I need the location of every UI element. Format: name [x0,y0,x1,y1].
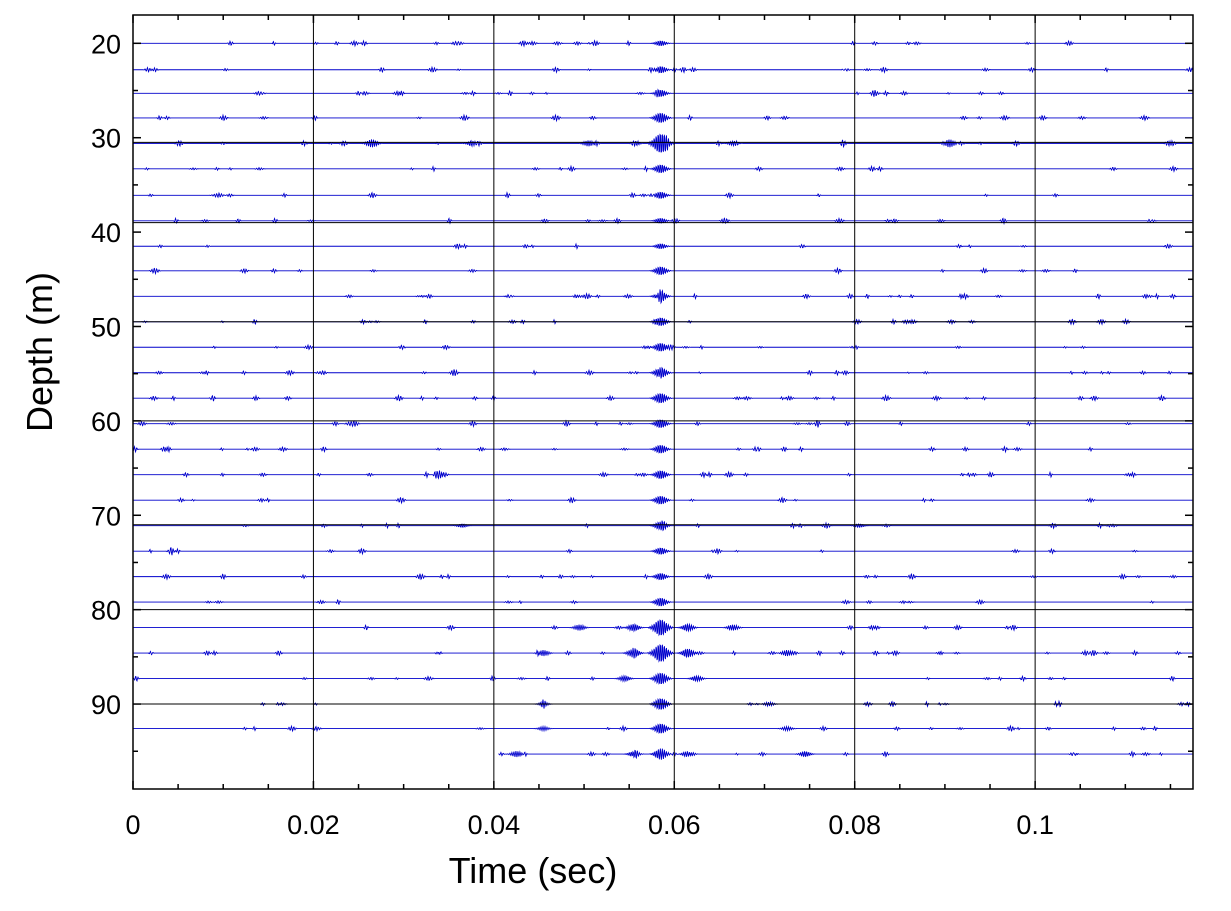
trace-line-depth-65.7 [133,470,1193,480]
trace-line-depth-20 [133,39,1193,48]
trace-line-depth-68.4 [133,495,1193,505]
y-tick-label: 70 [91,501,121,531]
trace-line-depth-92.6 [133,723,1193,734]
x-tick-labels: 0 0.02 0.04 0.06 0.08 0.1 [125,810,1053,840]
y-tick-label: 20 [91,29,121,59]
trace-line-depth-76.5 [133,572,1193,581]
trace-line-depth-44.1 [133,266,1193,276]
trace-line-depth-87.3 [132,672,1193,685]
trace-line-depth-27.9 [133,112,1193,124]
trace-line-depth-81.9 [133,619,1193,637]
y-tick-label: 80 [91,596,121,626]
y-tick-label: 60 [91,407,121,437]
trace-line-depth-63 [132,444,1193,454]
x-tick-label: 0.1 [1016,810,1054,840]
y-tick-label: 40 [91,218,121,248]
trace-line-depth-54.9 [133,366,1193,379]
trace-line-depth-46.8 [133,289,1193,305]
x-tick-label: 0.08 [828,810,881,840]
x-tick-label: 0.04 [468,810,521,840]
trace-line-depth-52.2 [133,342,1193,352]
trace-line-depth-57.6 [133,393,1193,404]
trace-line-depth-79.2 [133,597,1193,607]
y-tick-label: 30 [91,124,121,154]
ticks-layer [132,15,1193,789]
trace-line-depth-95.3 [498,748,1193,760]
trace-line-depth-33.3 [133,164,1193,174]
trace-line-depth-25.3 [133,88,1193,98]
x-axis-title: Time (sec) [449,850,618,891]
trace-line-depth-22.8 [133,65,1194,74]
trace-line-depth-73.8 [133,547,1193,556]
y-tick-label: 50 [91,312,121,342]
trace-line-depth-30.6 [133,133,1193,153]
trace-line-depth-71.1 [133,520,1193,532]
y-tick-label: 90 [91,690,121,720]
reference-lines-layer [133,15,1193,789]
plot-frame [132,14,1194,790]
x-tick-label: 0.06 [648,810,701,840]
x-tick-label: 0.02 [287,810,340,840]
y-tick-labels: 20 30 40 50 60 70 80 90 [91,29,121,720]
x-tick-label: 0 [125,810,140,840]
trace-line-depth-41.5 [133,242,1193,251]
trace-line-depth-84.6 [133,643,1193,663]
y-axis-title: Depth (m) [19,272,60,432]
trace-line-depth-36.1 [133,191,1193,200]
trace-line-depth-60.3 [133,419,1193,429]
